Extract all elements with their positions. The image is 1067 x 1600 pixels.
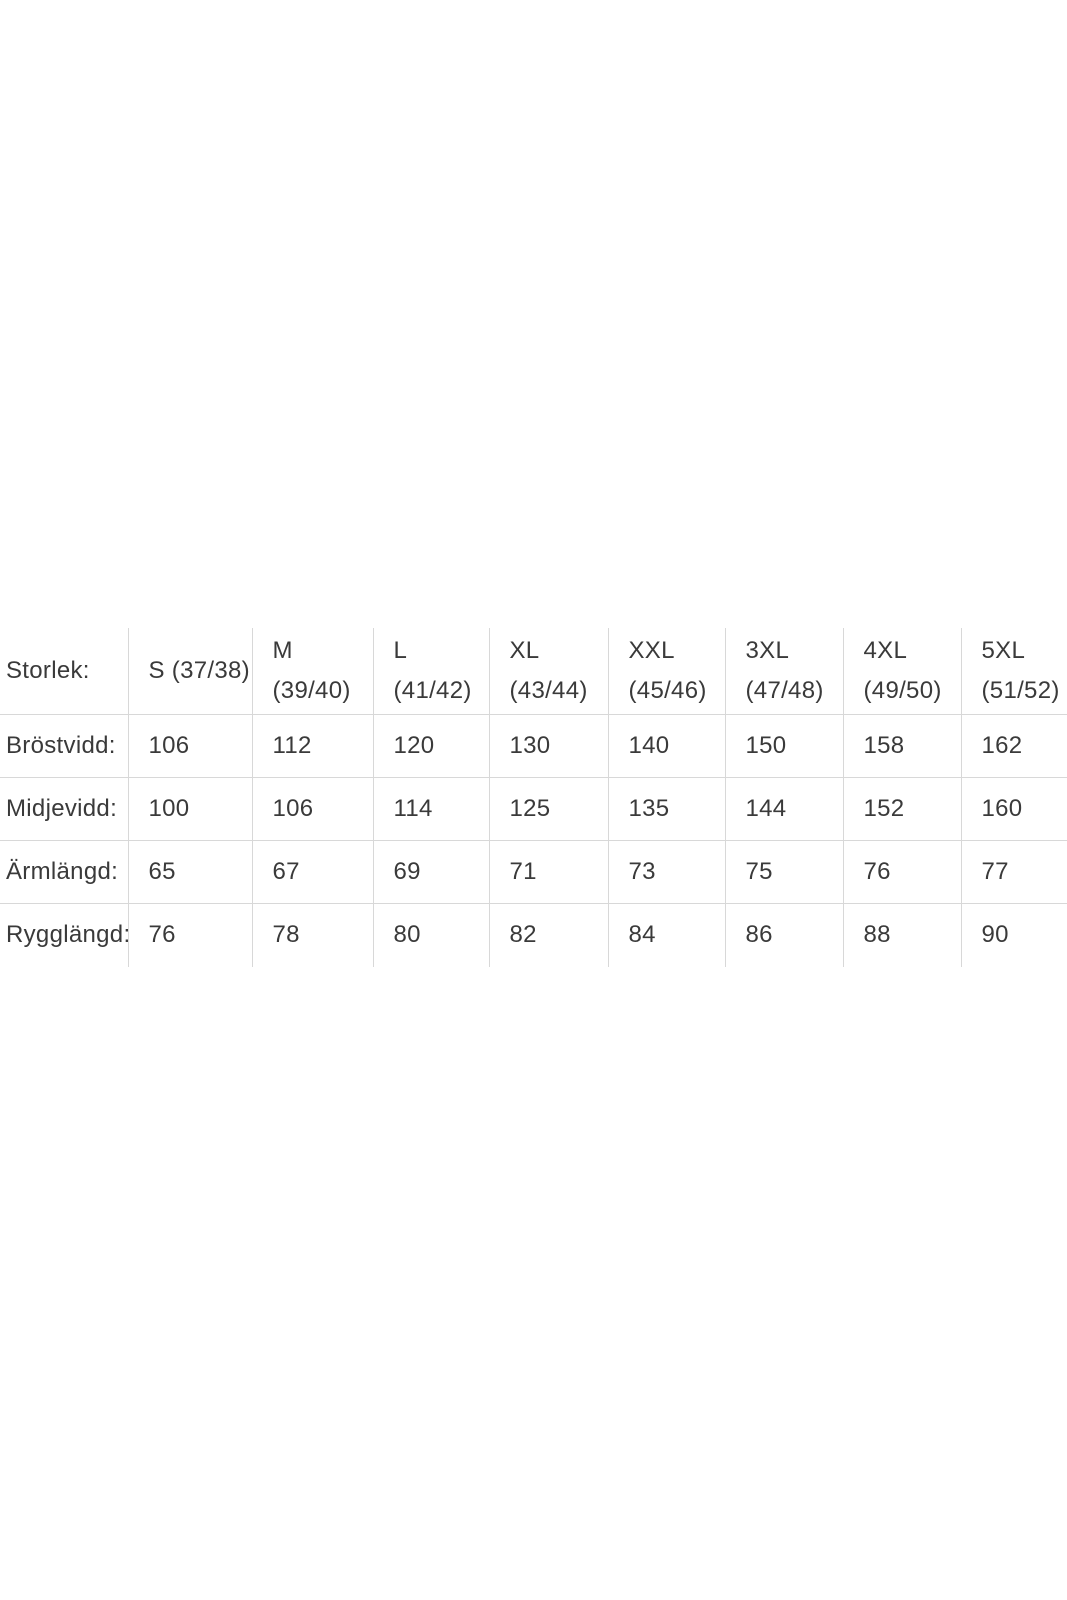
data-cell: 88: [842, 903, 961, 967]
data-cell: 77: [960, 840, 1067, 904]
table-row-waist: Midjevidd: 100 106 114 125 135 144 152 1…: [0, 777, 1067, 841]
data-cell: 75: [724, 840, 843, 904]
size-range: (51/52): [981, 677, 1060, 704]
data-cell: 125: [488, 777, 608, 841]
size-range: (41/42): [393, 677, 472, 704]
header-cell-l: L (41/42): [372, 628, 489, 715]
data-cell: 158: [842, 714, 961, 778]
data-cell: 80: [372, 903, 489, 967]
header-cell-4xl: 4XL (49/50): [842, 628, 961, 715]
data-cell: 120: [372, 714, 489, 778]
data-cell: 84: [607, 903, 725, 967]
size-name: XL: [509, 637, 540, 664]
row-label: Ärmlängd:: [0, 840, 128, 904]
size-name: 5XL: [981, 637, 1026, 664]
size-range: (49/50): [863, 677, 942, 704]
data-cell: 86: [724, 903, 843, 967]
data-cell: 160: [960, 777, 1067, 841]
data-cell: 150: [724, 714, 843, 778]
data-cell: 73: [607, 840, 725, 904]
header-cell-5xl: 5XL (51/52): [960, 628, 1067, 715]
size-chart: Storlek: S (37/38) M (39/40) L (41/42) X…: [0, 628, 1067, 968]
corner-label: Storlek:: [6, 657, 90, 684]
table-row-sleeve: Ärmlängd: 65 67 69 71 73 75 76 77: [0, 840, 1067, 904]
data-cell: 65: [127, 840, 252, 904]
size-range: (43/44): [509, 677, 588, 704]
row-label: Rygglängd:: [0, 903, 130, 967]
data-cell: 67: [251, 840, 373, 904]
table-row-chest: Bröstvidd: 106 112 120 130 140 150 158 1…: [0, 714, 1067, 778]
header-cell-s: S (37/38): [127, 628, 252, 715]
size-name: L: [393, 637, 408, 664]
header-row: Storlek: S (37/38) M (39/40) L (41/42) X…: [0, 628, 1067, 715]
data-cell: 76: [842, 840, 961, 904]
data-cell: 162: [960, 714, 1067, 778]
size-range: (39/40): [272, 677, 351, 704]
data-cell: 130: [488, 714, 608, 778]
data-cell: 144: [724, 777, 843, 841]
size-table: Storlek: S (37/38) M (39/40) L (41/42) X…: [0, 628, 1067, 967]
size-range: (45/46): [628, 677, 707, 704]
row-label: Midjevidd:: [0, 777, 128, 841]
data-cell: 78: [251, 903, 373, 967]
data-cell: 152: [842, 777, 961, 841]
data-cell: 90: [960, 903, 1067, 967]
size-name: 4XL: [863, 637, 908, 664]
data-cell: 69: [372, 840, 489, 904]
size-name: S (37/38): [148, 657, 250, 684]
row-label: Bröstvidd:: [0, 714, 128, 778]
data-cell: 82: [488, 903, 608, 967]
data-cell: 112: [251, 714, 373, 778]
header-cell-xxl: XXL (45/46): [607, 628, 725, 715]
data-cell: 135: [607, 777, 725, 841]
data-cell: 106: [251, 777, 373, 841]
data-cell: 71: [488, 840, 608, 904]
data-cell: 100: [127, 777, 252, 841]
size-name: 3XL: [745, 637, 790, 664]
data-cell: 106: [127, 714, 252, 778]
header-cell-3xl: 3XL (47/48): [724, 628, 843, 715]
size-name: XXL: [628, 637, 675, 664]
size-range: (47/48): [745, 677, 824, 704]
data-cell: 76: [127, 903, 252, 967]
size-name: M: [272, 637, 293, 664]
data-cell: 114: [372, 777, 489, 841]
header-cell-m: M (39/40): [251, 628, 373, 715]
data-cell: 140: [607, 714, 725, 778]
table-row-back: Rygglängd: 76 78 80 82 84 86 88 90: [0, 903, 1067, 967]
header-cell-xl: XL (43/44): [488, 628, 608, 715]
